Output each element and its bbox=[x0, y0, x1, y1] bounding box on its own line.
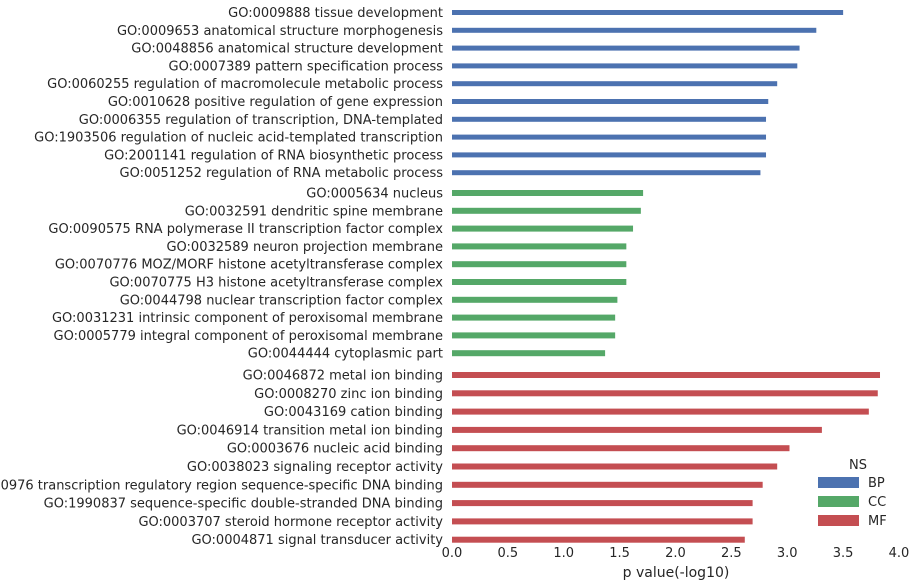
legend-swatch-mf bbox=[818, 515, 859, 526]
bar-8 bbox=[452, 134, 767, 140]
category-label-29: GO:0003707 steroid hormone receptor acti… bbox=[138, 515, 443, 530]
category-label-13: GO:0090575 RNA polymerase II transcripti… bbox=[48, 222, 443, 237]
bars-layer bbox=[452, 10, 881, 543]
bar-15 bbox=[452, 261, 627, 268]
category-label-28: GO:1990837 sequence-specific double-stra… bbox=[44, 497, 443, 512]
bar-22 bbox=[452, 390, 878, 397]
bar-29 bbox=[452, 518, 753, 525]
x-axis-ticks: 0.0 0.5 1.0 1.5 2.0 2.5 3.0 3.5 4.0 bbox=[442, 546, 910, 561]
bar-25 bbox=[452, 445, 790, 452]
category-label-26: GO:0038023 signaling receptor activity bbox=[187, 460, 443, 475]
x-tick-label-2: 0.5 bbox=[498, 546, 519, 561]
legend-label-cc: CC bbox=[868, 495, 886, 510]
bar-4 bbox=[452, 63, 798, 69]
x-tick-label-7: 3.0 bbox=[777, 546, 798, 561]
category-label-18: GO:0031231 intrinsic component of peroxi… bbox=[52, 311, 443, 326]
category-label-16: GO:0070775 H3 histone acetyltransferase … bbox=[109, 276, 443, 291]
legend-label-mf: MF bbox=[868, 514, 887, 529]
category-label-15: GO:0070776 MOZ/MORF histone acetyltransf… bbox=[55, 258, 443, 273]
bar-20 bbox=[452, 350, 606, 357]
category-labels: GO:0009888 tissue development GO:0009653 … bbox=[0, 6, 443, 548]
bar-24 bbox=[452, 426, 822, 433]
category-label-7: GO:0006355 regulation of transcription, … bbox=[79, 113, 443, 128]
bar-9 bbox=[452, 152, 767, 158]
bar-10 bbox=[452, 170, 761, 176]
category-label-22: GO:0008270 zinc ion binding bbox=[254, 387, 443, 402]
legend-swatch-cc bbox=[818, 496, 859, 507]
bar-16 bbox=[452, 279, 627, 285]
bar-17 bbox=[452, 296, 618, 303]
category-label-30: GO:0004871 signal transducer activity bbox=[191, 533, 443, 548]
bar-5 bbox=[452, 81, 778, 87]
category-label-17: GO:0044798 nuclear transcription factor … bbox=[120, 293, 444, 308]
category-label-27: GO:0000976 transcription regulatory regi… bbox=[0, 478, 443, 493]
bar-11 bbox=[452, 190, 644, 196]
bar-2 bbox=[452, 27, 817, 33]
category-label-1: GO:0009888 tissue development bbox=[228, 6, 443, 21]
category-label-6: GO:0010628 positive regulation of gene e… bbox=[108, 95, 443, 110]
category-label-9: GO:2001141 regulation of RNA biosyntheti… bbox=[104, 148, 443, 163]
bar-23 bbox=[452, 408, 869, 415]
bar-18 bbox=[452, 314, 616, 321]
category-label-21: GO:0046872 metal ion binding bbox=[243, 369, 443, 384]
x-tick-label-9: 4.0 bbox=[889, 546, 910, 561]
bar-1 bbox=[452, 10, 844, 15]
legend-entries: BP CC MF bbox=[818, 476, 887, 529]
bar-14 bbox=[452, 243, 627, 250]
category-label-12: GO:0032591 dendritic spine membrane bbox=[185, 204, 443, 219]
bar-6 bbox=[452, 99, 769, 104]
bar-26 bbox=[452, 463, 778, 470]
x-tick-label-1: 0.0 bbox=[442, 546, 463, 561]
legend-title: NS bbox=[849, 458, 867, 473]
bar-13 bbox=[452, 225, 634, 232]
category-label-19: GO:0005779 integral component of peroxis… bbox=[54, 329, 443, 344]
bar-12 bbox=[452, 207, 641, 214]
category-label-5: GO:0060255 regulation of macromolecule m… bbox=[47, 77, 443, 92]
bar-21 bbox=[452, 372, 881, 378]
category-label-25: GO:0003676 nucleic acid binding bbox=[227, 442, 443, 457]
category-label-24: GO:0046914 transition metal ion binding bbox=[177, 423, 443, 438]
category-label-8: GO:1903506 regulation of nucleic acid-te… bbox=[34, 131, 443, 146]
legend-swatch-bp bbox=[818, 477, 859, 488]
bar-19 bbox=[452, 332, 616, 339]
category-label-4: GO:0007389 pattern specification process bbox=[169, 59, 444, 74]
bar-28 bbox=[452, 500, 753, 507]
bar-3 bbox=[452, 45, 800, 51]
bar-30 bbox=[452, 536, 745, 543]
category-label-20: GO:0044444 cytoplasmic part bbox=[248, 347, 443, 362]
x-tick-label-4: 1.5 bbox=[609, 546, 630, 561]
x-tick-label-8: 3.5 bbox=[833, 546, 854, 561]
category-label-3: GO:0048856 anatomical structure developm… bbox=[131, 42, 443, 57]
bar-7 bbox=[452, 116, 767, 122]
legend-label-bp: BP bbox=[868, 476, 885, 491]
x-tick-label-5: 2.0 bbox=[665, 546, 686, 561]
category-label-14: GO:0032589 neuron projection membrane bbox=[166, 240, 443, 255]
category-label-23: GO:0043169 cation binding bbox=[264, 405, 443, 420]
x-tick-label-6: 2.5 bbox=[721, 546, 742, 561]
category-label-2: GO:0009653 anatomical structure morphoge… bbox=[117, 24, 443, 39]
category-label-11: GO:0005634 nucleus bbox=[306, 187, 443, 202]
category-label-10: GO:0051252 regulation of RNA metabolic p… bbox=[120, 166, 444, 181]
x-tick-label-3: 1.0 bbox=[553, 546, 574, 561]
legend: NS BP CC MF bbox=[818, 458, 887, 529]
bar-27 bbox=[452, 481, 763, 488]
x-axis-title: p value(-log10) bbox=[623, 565, 730, 581]
